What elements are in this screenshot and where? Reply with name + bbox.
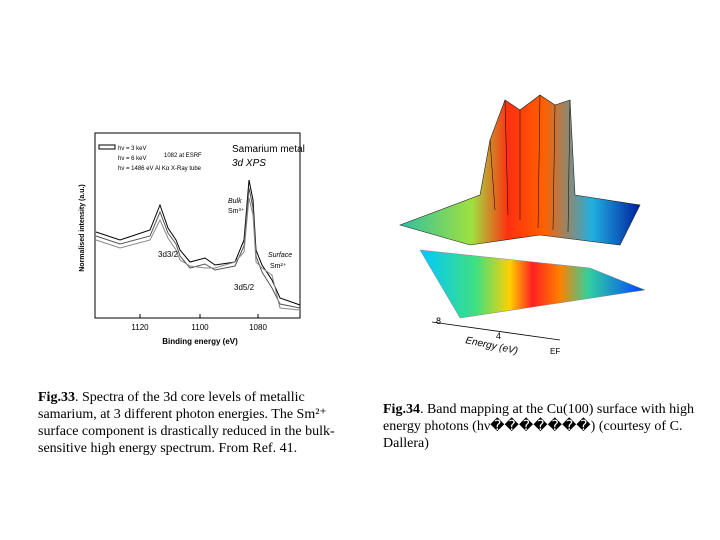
x-tick-label: 1100 [191, 323, 209, 332]
plot-frame [94, 132, 301, 319]
axis-label: Energy (eV) [464, 335, 518, 357]
x-tick-label: 1120 [131, 323, 149, 332]
caption-text: . Band mapping at the Cu(100) surface wi… [383, 402, 695, 451]
band-map-figure: 8 4 EF Energy (eV) [399, 94, 646, 357]
axis-tick: EF [550, 347, 560, 356]
annotation: Surface [268, 252, 292, 259]
legend-note: 1082 at ESRF [164, 153, 202, 159]
spectrum-curve [95, 197, 301, 311]
figure-label: Fig.33 [38, 390, 75, 405]
caption: Fig.33. Spectra of the 3d core levels of… [38, 389, 343, 457]
annotation: 3d5/2 [234, 283, 255, 292]
x-axis-label: Binding energy (eV) [162, 337, 238, 346]
axis-tick: 8 [436, 316, 441, 326]
figure-label: Fig.34 [383, 402, 420, 417]
energy-axis [431, 321, 561, 341]
annotation: Bulk [228, 198, 242, 205]
caption-text: . Spectra of the 3d core levels of metal… [38, 390, 335, 456]
plot-title: Samarium metal [232, 144, 305, 155]
plot-subtitle: 3d XPS [232, 158, 266, 169]
heatmap [419, 249, 646, 319]
annotation: Sm²⁺ [270, 263, 287, 270]
spectrum-curve [95, 179, 301, 306]
annotation: Sm³⁺ [228, 208, 245, 215]
y-axis-label: Normalised intensity (a.u.) [79, 184, 86, 272]
axis-tick: 4 [496, 331, 501, 341]
surface-lines [489, 94, 571, 233]
x-tick-label: 1080 [249, 323, 267, 332]
legend-swatch [98, 144, 116, 150]
annotation: 3d3/2 [158, 250, 179, 259]
legend-entry: hν = 1486 eV Al Kα X-Ray tube [118, 166, 202, 172]
caption: Fig.34. Band mapping at the Cu(100) surf… [383, 401, 703, 452]
legend-entry: hν = 3 keV [118, 146, 147, 152]
legend-entry: hν = 6 keV [118, 156, 147, 162]
spectrum-curve [95, 187, 301, 309]
spectrum-figure: hν = 3 keV hν = 6 keV hν = 1486 eV Al Kα… [79, 132, 305, 346]
